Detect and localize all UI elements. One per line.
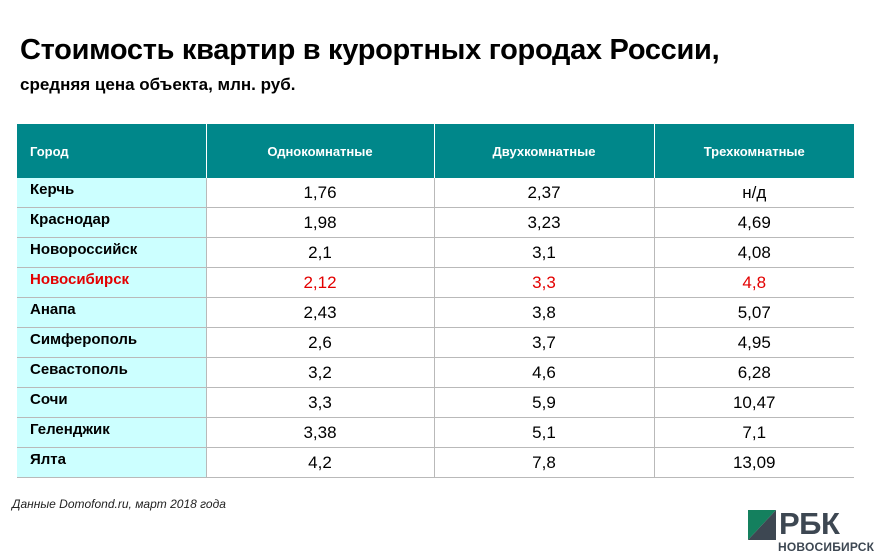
price-cell: 3,3 xyxy=(206,387,435,418)
price-cell: 5,07 xyxy=(654,297,854,328)
price-cell: 4,8 xyxy=(654,267,854,298)
price-cell: 1,76 xyxy=(206,178,435,208)
price-cell: 2,1 xyxy=(206,237,435,268)
city-cell: Новосибирск xyxy=(17,267,207,298)
city-cell: Геленджик xyxy=(17,417,207,448)
column-header-one-room: Однокомнатные xyxy=(206,124,435,178)
price-cell: 4,95 xyxy=(654,327,854,358)
column-header-two-room: Двухкомнатные xyxy=(434,124,655,178)
table-row: Краснодар 1,98 3,23 4,69 xyxy=(17,207,854,238)
price-cell: 3,38 xyxy=(206,417,435,448)
column-header-city: Город xyxy=(17,124,207,178)
table-row: Новороссийск 2,1 3,1 4,08 xyxy=(17,237,854,268)
table-row: Новосибирск 2,12 3,3 4,8 xyxy=(17,267,854,298)
price-table: Город Однокомнатные Двухкомнатные Трехко… xyxy=(17,124,854,478)
price-cell: 5,1 xyxy=(434,417,655,448)
logo-name: РБК xyxy=(779,506,840,541)
price-cell: 2,37 xyxy=(434,178,655,208)
price-cell: н/д xyxy=(654,178,854,208)
price-cell: 7,8 xyxy=(434,447,655,478)
price-cell: 3,1 xyxy=(434,237,655,268)
price-cell: 3,23 xyxy=(434,207,655,238)
table-row: Геленджик 3,38 5,1 7,1 xyxy=(17,417,854,448)
city-cell: Новороссийск xyxy=(17,237,207,268)
page-subtitle: средняя цена объекта, млн. руб. xyxy=(20,75,296,94)
table-row: Анапа 2,43 3,8 5,07 xyxy=(17,297,854,328)
data-source-note: Данные Domofond.ru, март 2018 года xyxy=(12,497,226,511)
price-cell: 2,12 xyxy=(206,267,435,298)
price-cell: 2,6 xyxy=(206,327,435,358)
price-cell: 3,3 xyxy=(434,267,655,298)
price-cell: 4,69 xyxy=(654,207,854,238)
price-cell: 6,28 xyxy=(654,357,854,388)
price-table-container: Город Однокомнатные Двухкомнатные Трехко… xyxy=(17,124,854,478)
rbc-logo-mark-icon xyxy=(748,510,776,540)
price-cell: 10,47 xyxy=(654,387,854,418)
price-cell: 1,98 xyxy=(206,207,435,238)
price-cell: 3,8 xyxy=(434,297,655,328)
price-cell: 4,2 xyxy=(206,447,435,478)
table-header-row: Город Однокомнатные Двухкомнатные Трехко… xyxy=(17,124,854,178)
page-title: Стоимость квартир в курортных городах Ро… xyxy=(20,34,720,66)
table-row: Симферополь 2,6 3,7 4,95 xyxy=(17,327,854,358)
price-cell: 7,1 xyxy=(654,417,854,448)
table-row: Ялта 4,2 7,8 13,09 xyxy=(17,447,854,478)
rbc-logo: РБК НОВОСИБИРСК xyxy=(748,506,874,554)
price-cell: 4,08 xyxy=(654,237,854,268)
city-cell: Керчь xyxy=(17,178,207,208)
city-cell: Севастополь xyxy=(17,357,207,388)
price-cell: 3,2 xyxy=(206,357,435,388)
city-cell: Анапа xyxy=(17,297,207,328)
city-cell: Краснодар xyxy=(17,207,207,238)
table-row: Керчь 1,76 2,37 н/д xyxy=(17,178,854,208)
price-cell: 4,6 xyxy=(434,357,655,388)
city-cell: Ялта xyxy=(17,447,207,478)
table-row: Севастополь 3,2 4,6 6,28 xyxy=(17,357,854,388)
column-header-three-room: Трехкомнатные xyxy=(654,124,854,178)
table-body: Керчь 1,76 2,37 н/д Краснодар 1,98 3,23 4,69 Нов… xyxy=(17,178,854,478)
price-cell: 2,43 xyxy=(206,297,435,328)
price-cell: 13,09 xyxy=(654,447,854,478)
logo-city: НОВОСИБИРСК xyxy=(778,540,875,554)
city-cell: Симферополь xyxy=(17,327,207,358)
table-row: Сочи 3,3 5,9 10,47 xyxy=(17,387,854,418)
price-cell: 3,7 xyxy=(434,327,655,358)
city-cell: Сочи xyxy=(17,387,207,418)
price-cell: 5,9 xyxy=(434,387,655,418)
